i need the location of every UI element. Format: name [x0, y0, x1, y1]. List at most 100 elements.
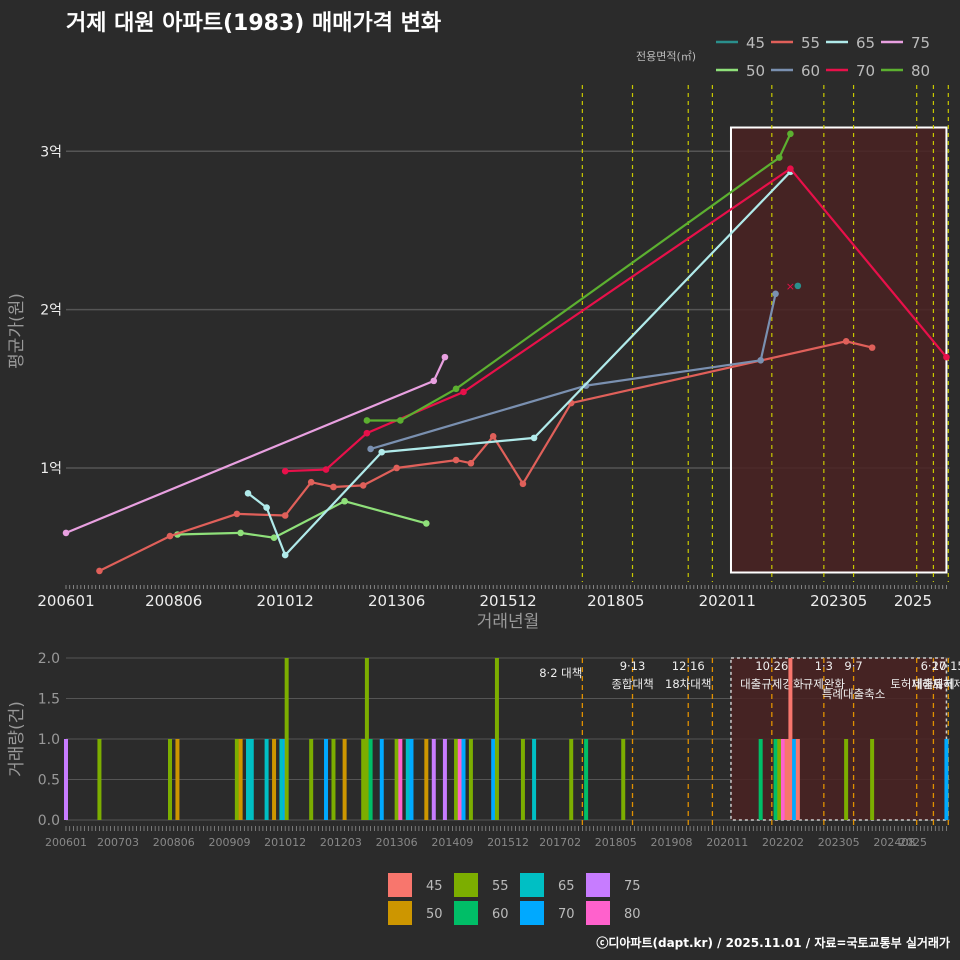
x-tick-label: 202305 — [810, 592, 867, 610]
bar-75 — [64, 739, 68, 820]
point-70 — [322, 466, 330, 473]
policy-sublabel: 18차대책 — [665, 677, 711, 691]
bar-55 — [168, 739, 173, 820]
y-tick-label: 0.5 — [38, 773, 60, 789]
legend-label-70: 70 — [856, 62, 875, 80]
y-tick-label: 2.0 — [38, 651, 60, 667]
point-75 — [441, 353, 449, 361]
point-55 — [281, 512, 289, 519]
legend-swatch-45 — [388, 873, 412, 897]
y-axis-title: 평균가(원) — [7, 293, 27, 369]
bar-80 — [780, 739, 785, 820]
bar-55 — [97, 739, 102, 820]
point-50 — [341, 497, 348, 505]
point-55 — [233, 510, 241, 518]
bar-65 — [249, 739, 254, 820]
volume-legend: 45 50 55 60 65 70 75 80 — [388, 873, 641, 925]
point-80 — [363, 417, 371, 424]
point-55 — [868, 344, 876, 351]
x-tick-label: 2025 — [894, 592, 932, 610]
x-tick-label: 201012 — [264, 836, 306, 849]
x-tick-label: 200909 — [208, 836, 250, 849]
point-50 — [237, 529, 244, 537]
bar-60 — [584, 739, 589, 820]
legend-title: 전용면적(㎡) — [636, 50, 696, 63]
point-65 — [263, 504, 270, 511]
point-60 — [367, 445, 374, 453]
point-80 — [397, 417, 404, 424]
bar-45 — [795, 739, 800, 820]
point-55 — [452, 456, 460, 464]
legend-label-80: 80 — [911, 62, 930, 80]
legend-label-55: 55 — [492, 879, 509, 894]
point-70 — [363, 429, 371, 437]
x-tick-label: 201805 — [587, 592, 644, 610]
x-tick-label: 202408 — [873, 836, 915, 849]
legend-label-80: 80 — [624, 907, 641, 922]
price-panel: 1억 2억 3억 × 200601 200806 201012 201306 201512 201… — [7, 85, 950, 632]
point-55 — [359, 482, 367, 489]
y-tick-label: 3억 — [40, 144, 62, 160]
x-tick-label: 202305 — [818, 836, 860, 849]
point-55 — [842, 337, 850, 345]
point-55 — [393, 464, 400, 472]
bar-70 — [491, 739, 496, 820]
x-axis-title: 거래년월 — [477, 612, 540, 632]
legend-label-70: 70 — [558, 907, 575, 922]
point-55 — [96, 567, 103, 575]
point-65 — [530, 434, 538, 442]
x-tick-label: 201306 — [368, 592, 425, 610]
bar-55 — [234, 739, 239, 820]
legend-label-65: 65 — [558, 879, 575, 894]
marker-x: × — [786, 280, 795, 293]
bar-70 — [461, 739, 466, 820]
point-65 — [378, 448, 386, 456]
legend-swatch-60 — [454, 901, 478, 925]
credit-text: ⓒ디아파트(dapt.kr) / 2025.11.01 / 자료=국토교통부 실… — [596, 935, 950, 950]
price-legend: 45 55 65 75 50 60 70 80 — [716, 34, 930, 80]
legend-swatch-65 — [520, 873, 544, 897]
x-tick-label: 201908 — [651, 836, 693, 849]
x-tick-label: 201012 — [257, 592, 314, 610]
policy-sublabel: 특례대출축소 — [822, 687, 885, 701]
bar-70 — [409, 739, 414, 820]
bar-70 — [944, 739, 949, 820]
x-tick-label: 200601 — [37, 592, 94, 610]
point-50 — [270, 534, 278, 541]
bar-55 — [361, 739, 366, 820]
x-tick-label: 202011 — [699, 592, 756, 610]
policy-label: 9·13 — [620, 659, 646, 673]
bar-75 — [442, 739, 447, 820]
bar-65 — [279, 739, 284, 820]
point-70 — [787, 165, 794, 172]
point-45 — [794, 282, 802, 290]
bar-55 — [309, 739, 314, 820]
y-tick-label: 1.0 — [38, 732, 60, 748]
bar-55 — [844, 739, 849, 820]
point-80 — [452, 385, 460, 393]
policy-sublabel: 대출규제강화 — [740, 677, 804, 691]
bar-70 — [324, 739, 329, 820]
point-55 — [307, 478, 315, 486]
x-tick-label: 200703 — [97, 836, 139, 849]
series-line-65 — [247, 171, 792, 558]
point-65 — [244, 490, 252, 497]
bar-55 — [621, 739, 626, 820]
x-tick-label: 201306 — [376, 836, 418, 849]
bar-75 — [431, 739, 436, 820]
x-tick-label: 200806 — [145, 592, 202, 610]
y-tick-label: 1억 — [40, 461, 62, 477]
point-60 — [772, 290, 779, 298]
bar-50 — [342, 739, 347, 820]
bar-60 — [368, 739, 373, 820]
legend-label-45: 45 — [746, 34, 765, 52]
bar-65 — [246, 739, 251, 820]
bar-55 — [331, 739, 336, 820]
point-55 — [166, 532, 174, 540]
policy-sublabel: 토허제 — [932, 677, 960, 691]
legend-label-55: 55 — [801, 34, 820, 52]
policy-label: 12·16 — [672, 659, 705, 673]
policy-label: 9·7 — [844, 659, 862, 673]
policy-sublabel: 대출규제 — [912, 677, 954, 691]
